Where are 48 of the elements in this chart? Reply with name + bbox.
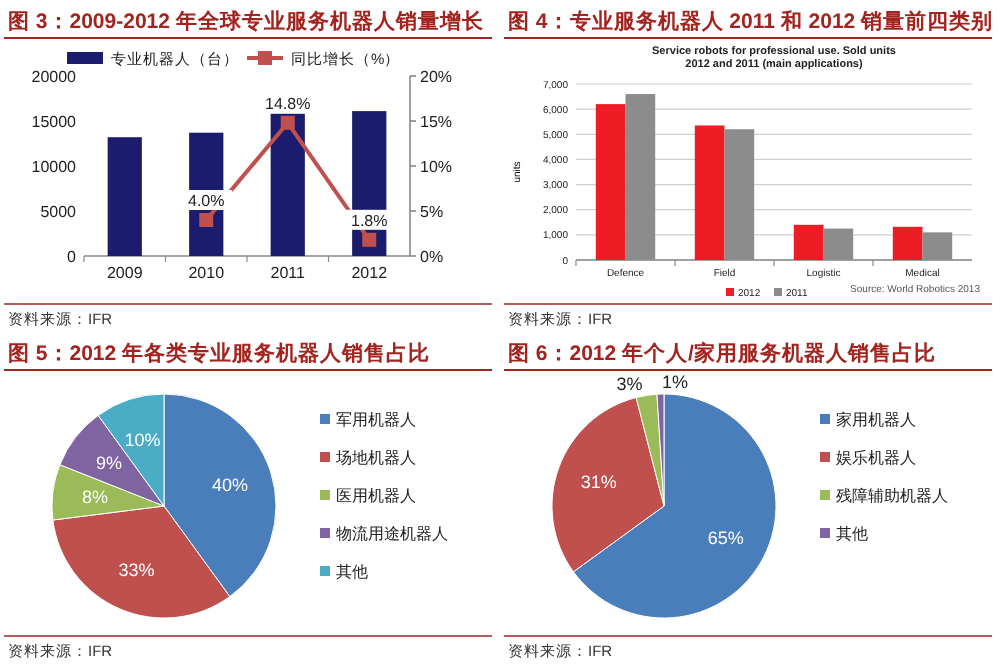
data-label: 10% [124,429,161,450]
data-label: 3% [616,373,643,394]
legend-label: 场地机器人 [334,449,416,467]
y-tick-label: 5000 [40,202,78,221]
data-label: 4.0% [188,192,225,210]
y-tick-label: 0 [67,247,78,266]
data-label: 65% [707,527,744,548]
data-label: 40% [212,474,249,495]
y2-tick-label: 5% [420,203,444,221]
bar [793,224,824,260]
chart-title: 图 4：专业服务机器人 2011 和 2012 销量前四类别 [508,8,994,34]
bar [270,113,305,256]
data-label: 1% [662,372,689,393]
legend-label: 家用机器人 [836,411,916,429]
legend-label: 残障辅助机器人 [836,487,948,505]
data-label: 1.8% [351,211,388,230]
y2-tick-label: 15% [420,113,453,131]
x-tick-label: 2012 [351,264,389,282]
y2-tick-label: 0% [420,248,444,266]
point [199,213,214,227]
x-tick-label: 2011 [270,264,307,282]
data-label: 14.8% [265,94,311,113]
legend-label: 其他 [836,525,868,543]
data-label: 31% [580,472,617,493]
x-tick-label: 2010 [188,264,226,282]
chart-title: 图 6：2012 年个人/家用服务机器人销售占比 [508,340,936,366]
y2-tick-label: 20% [420,68,453,86]
y-tick-label: 10000 [31,157,78,176]
point [362,232,377,247]
data-label: 8% [82,487,109,508]
legend-label: 物流用途机器人 [336,525,448,543]
chart-title: 图 3：2009-2012 年全球专业服务机器人销量增长 [8,8,486,34]
bar [107,137,142,256]
chart-title: 图 5：2012 年各类专业服务机器人销售占比 [8,340,431,366]
legend-label: 其他 [336,563,368,581]
legend-label: 医用机器人 [336,487,416,505]
legend-label: 军用机器人 [336,411,416,429]
bar [595,104,626,260]
y-tick-label: 15000 [31,112,78,131]
y-tick-label: 20000 [31,67,78,86]
legend-label: 娱乐机器人 [836,449,916,467]
bar [892,226,923,260]
x-tick-label: 2009 [106,264,144,282]
data-label: 9% [96,453,123,474]
data-label: 33% [118,559,155,580]
bar [694,125,725,260]
y2-tick-label: 10% [420,158,453,176]
point [280,115,295,130]
